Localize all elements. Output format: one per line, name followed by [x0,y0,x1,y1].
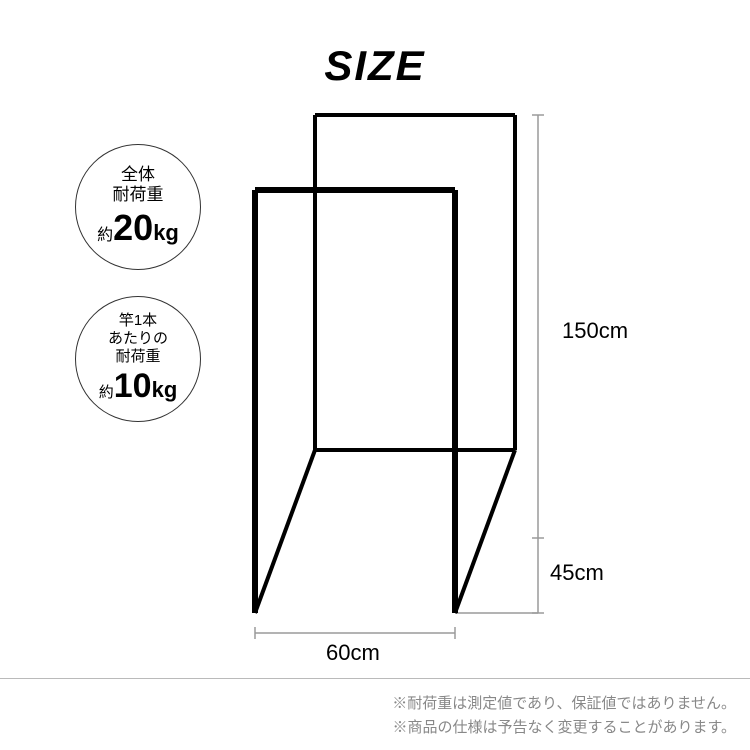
dim-depth-label: 45cm [550,560,604,586]
footnote-1: ※耐荷重は測定値であり、保証値ではありません。 [392,692,736,713]
circle-total-load: 全体耐荷重 約20kg [75,144,201,270]
footnote-divider [0,678,750,679]
circle-small-text: 全体耐荷重 [113,165,164,206]
dim-width-label: 60cm [326,640,380,666]
footnote-2: ※商品の仕様は予告なく変更することがあります。 [392,716,736,737]
circle-single-load: 竿1本あたりの耐荷重 約10kg [75,296,201,422]
circle-small-text: 竿1本あたりの耐荷重 [108,312,168,366]
dim-height-label: 150cm [562,318,628,344]
size-title: SIZE [0,42,750,90]
circle-value-row: 約20kg [97,206,179,249]
circle-value-row: 約10kg [99,366,178,407]
